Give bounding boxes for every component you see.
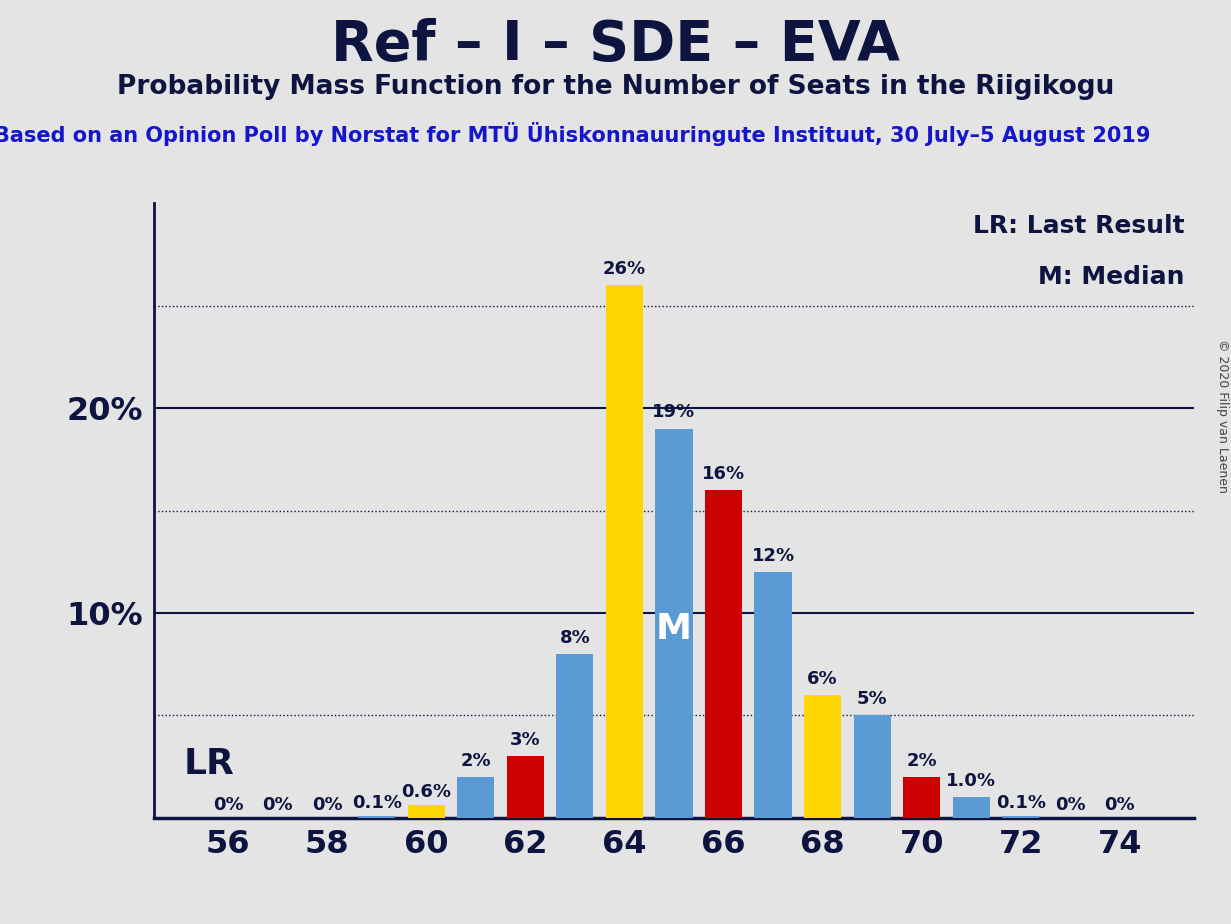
Text: 16%: 16% xyxy=(702,465,745,483)
Bar xyxy=(953,797,990,818)
Bar xyxy=(407,806,444,818)
Text: 5%: 5% xyxy=(857,690,888,708)
Text: Probability Mass Function for the Number of Seats in the Riigikogu: Probability Mass Function for the Number… xyxy=(117,74,1114,100)
Bar xyxy=(1002,816,1039,818)
Text: Ref – I – SDE – EVA: Ref – I – SDE – EVA xyxy=(331,18,900,72)
Text: 12%: 12% xyxy=(751,547,794,565)
Bar xyxy=(853,715,891,818)
Text: 0.1%: 0.1% xyxy=(352,794,401,811)
Bar xyxy=(755,572,792,818)
Text: M: M xyxy=(656,613,692,646)
Text: 0%: 0% xyxy=(1104,796,1135,814)
Text: 8%: 8% xyxy=(560,628,591,647)
Text: 0.6%: 0.6% xyxy=(401,784,452,801)
Bar xyxy=(705,490,742,818)
Text: LR: Last Result: LR: Last Result xyxy=(972,213,1184,237)
Text: 0%: 0% xyxy=(262,796,293,814)
Bar xyxy=(358,816,395,818)
Bar xyxy=(804,695,841,818)
Text: © 2020 Filip van Laenen: © 2020 Filip van Laenen xyxy=(1215,339,1229,492)
Text: 0%: 0% xyxy=(1055,796,1086,814)
Text: 2%: 2% xyxy=(906,751,937,770)
Text: M: Median: M: Median xyxy=(1038,264,1184,288)
Text: 26%: 26% xyxy=(603,260,646,278)
Text: 3%: 3% xyxy=(510,731,540,749)
Text: 0%: 0% xyxy=(311,796,342,814)
Text: 0.1%: 0.1% xyxy=(996,794,1045,811)
Bar xyxy=(507,756,544,818)
Text: 19%: 19% xyxy=(652,404,696,421)
Bar xyxy=(606,286,643,818)
Bar xyxy=(556,654,593,818)
Text: 6%: 6% xyxy=(808,670,838,687)
Text: 1.0%: 1.0% xyxy=(947,772,996,790)
Text: 2%: 2% xyxy=(460,751,491,770)
Bar xyxy=(457,777,495,818)
Bar xyxy=(904,777,940,818)
Text: 0%: 0% xyxy=(213,796,244,814)
Text: LR: LR xyxy=(183,747,234,781)
Text: Based on an Opinion Poll by Norstat for MTÜ Ühiskonnauuringute Instituut, 30 Jul: Based on an Opinion Poll by Norstat for … xyxy=(0,122,1150,146)
Bar xyxy=(655,429,693,818)
